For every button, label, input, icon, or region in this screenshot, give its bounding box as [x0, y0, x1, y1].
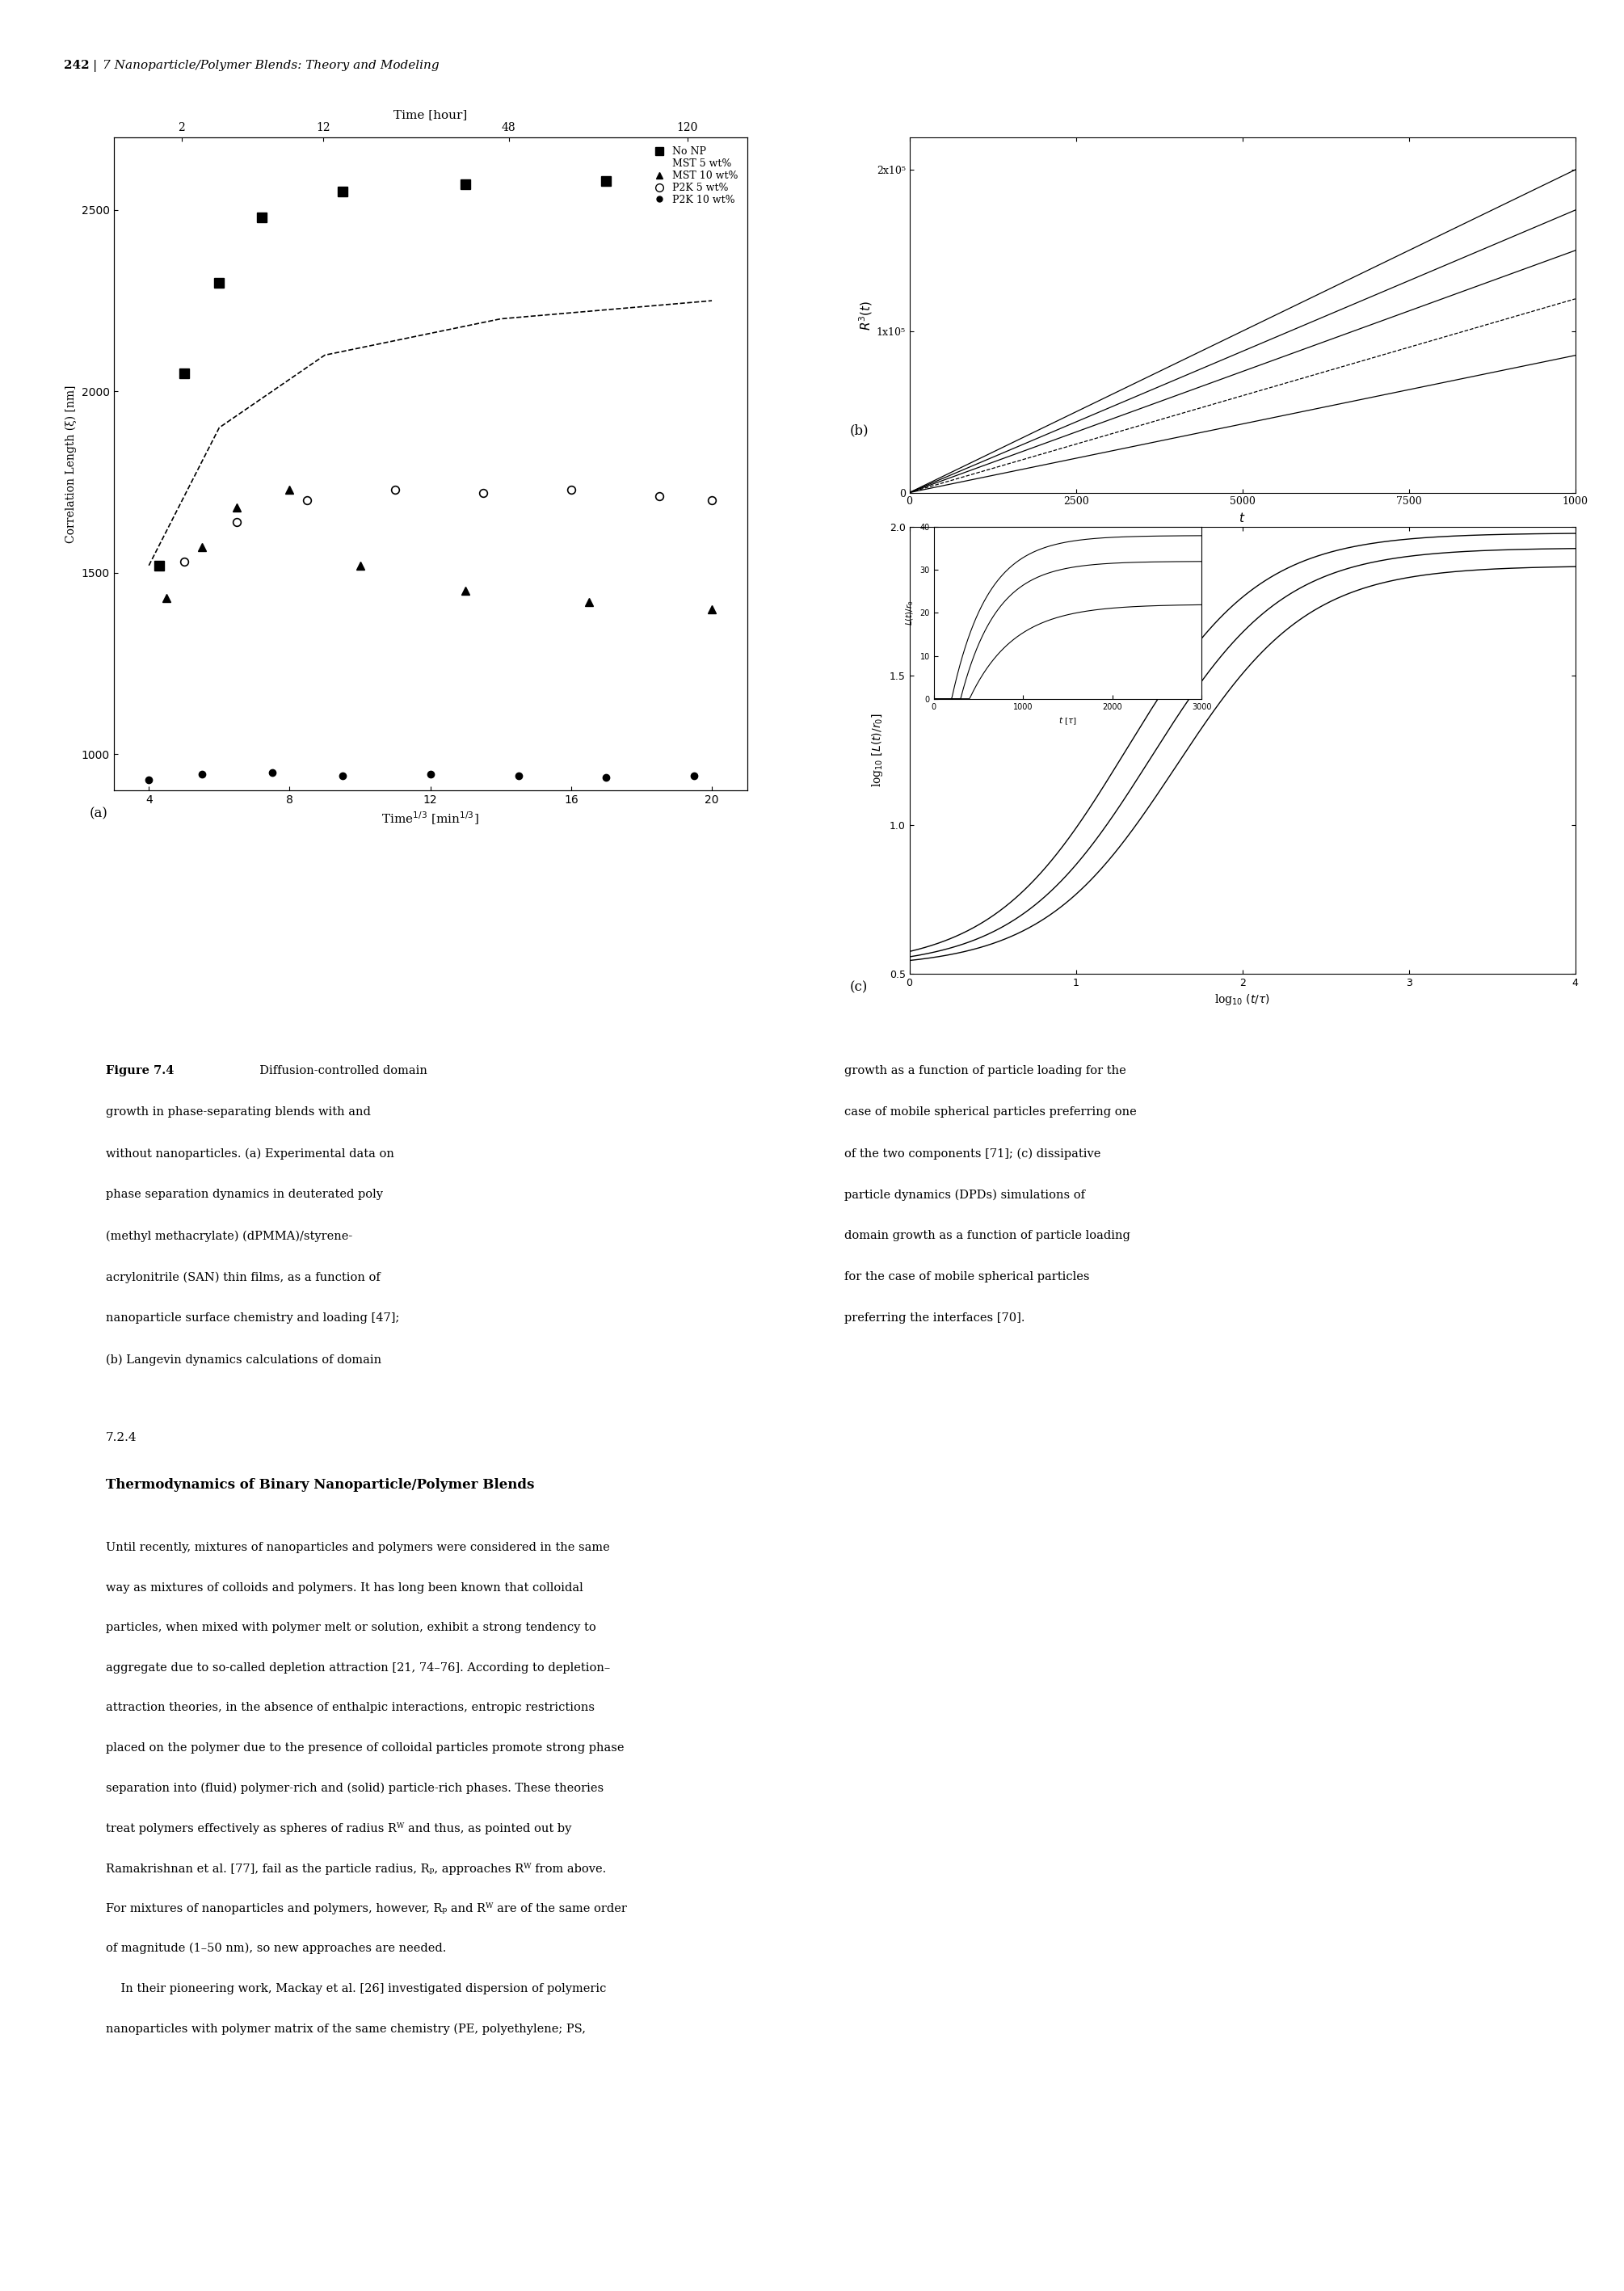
Text: nanoparticles with polymer matrix of the same chemistry (PE, polyethylene; PS,: nanoparticles with polymer matrix of the… [106, 2023, 586, 2034]
X-axis label: $t$: $t$ [1239, 511, 1246, 525]
Text: case of mobile spherical particles preferring one: case of mobile spherical particles prefe… [844, 1107, 1137, 1118]
Text: aggregate due to so-called depletion attraction [21, 74–76]. According to deplet: aggregate due to so-called depletion att… [106, 1661, 611, 1672]
Text: acrylonitrile (SAN) thin films, as a function of: acrylonitrile (SAN) thin films, as a fun… [106, 1272, 380, 1283]
Text: of magnitude (1–50 nm), so new approaches are needed.: of magnitude (1–50 nm), so new approache… [106, 1943, 447, 1954]
Text: In their pioneering work, Mackay et al. [26] investigated dispersion of polymeri: In their pioneering work, Mackay et al. … [106, 1982, 606, 1993]
Text: particles, when mixed with polymer melt or solution, exhibit a strong tendency t: particles, when mixed with polymer melt … [106, 1622, 596, 1633]
Text: particle dynamics (DPDs) simulations of: particle dynamics (DPDs) simulations of [844, 1189, 1085, 1200]
Text: placed on the polymer due to the presence of colloidal particles promote strong : placed on the polymer due to the presenc… [106, 1741, 624, 1753]
X-axis label: Time$^{1/3}$ [min$^{1/3}$]: Time$^{1/3}$ [min$^{1/3}$] [382, 811, 479, 827]
Text: growth as a function of particle loading for the: growth as a function of particle loading… [844, 1065, 1127, 1077]
Text: Diffusion-controlled domain: Diffusion-controlled domain [252, 1065, 427, 1077]
Text: (b): (b) [849, 424, 869, 438]
X-axis label: log$_{10}$ $(t/\tau)$: log$_{10}$ $(t/\tau)$ [1215, 992, 1270, 1008]
X-axis label: Time [hour]: Time [hour] [393, 110, 468, 119]
Text: separation into (fluid) polymer-rich and (solid) particle-rich phases. These the: separation into (fluid) polymer-rich and… [106, 1782, 604, 1794]
Y-axis label: Correlation Length (ξ) [nm]: Correlation Length (ξ) [nm] [65, 385, 76, 543]
Text: For mixtures of nanoparticles and polymers, however, Rₚ and Rᵂ are of the same o: For mixtures of nanoparticles and polyme… [106, 1902, 627, 1915]
Text: way as mixtures of colloids and polymers. It has long been known that colloidal: way as mixtures of colloids and polymers… [106, 1581, 583, 1592]
Y-axis label: log$_{10}$ $[L(t)/r_0]$: log$_{10}$ $[L(t)/r_0]$ [870, 713, 885, 788]
Text: of the two components [71]; (c) dissipative: of the two components [71]; (c) dissipat… [844, 1148, 1101, 1159]
Text: (a): (a) [89, 806, 107, 820]
Text: nanoparticle surface chemistry and loading [47];: nanoparticle surface chemistry and loadi… [106, 1313, 400, 1324]
Text: Figure 7.4: Figure 7.4 [106, 1065, 174, 1077]
Text: Ramakrishnan et al. [77], fail as the particle radius, Rₚ, approaches Rᵂ from ab: Ramakrishnan et al. [77], fail as the pa… [106, 1863, 606, 1874]
Text: 7.2.4: 7.2.4 [106, 1432, 136, 1443]
Y-axis label: $L(t)/r_0$: $L(t)/r_0$ [905, 600, 916, 625]
Legend: No NP, MST 5 wt%, MST 10 wt%, P2K 5 wt%, P2K 10 wt%: No NP, MST 5 wt%, MST 10 wt%, P2K 5 wt%,… [645, 142, 742, 208]
Text: (methyl methacrylate) (dPMMA)/styrene-: (methyl methacrylate) (dPMMA)/styrene- [106, 1230, 352, 1242]
Text: Until recently, mixtures of nanoparticles and polymers were considered in the sa: Until recently, mixtures of nanoparticle… [106, 1542, 609, 1553]
Text: Thermodynamics of Binary Nanoparticle/Polymer Blends: Thermodynamics of Binary Nanoparticle/Po… [106, 1478, 534, 1491]
Text: treat polymers effectively as spheres of radius Rᵂ and thus, as pointed out by: treat polymers effectively as spheres of… [106, 1824, 572, 1835]
Text: phase separation dynamics in deuterated poly: phase separation dynamics in deuterated … [106, 1189, 383, 1200]
Text: without nanoparticles. (a) Experimental data on: without nanoparticles. (a) Experimental … [106, 1148, 395, 1159]
Text: 7 Nanoparticle/Polymer Blends: Theory and Modeling: 7 Nanoparticle/Polymer Blends: Theory an… [102, 60, 438, 71]
Text: (b) Langevin dynamics calculations of domain: (b) Langevin dynamics calculations of do… [106, 1354, 382, 1365]
X-axis label: $t$ [$\tau$]: $t$ [$\tau$] [1059, 715, 1077, 726]
Text: (c): (c) [849, 981, 867, 994]
Y-axis label: $R^3(t)$: $R^3(t)$ [857, 300, 874, 330]
Text: |: | [93, 60, 97, 71]
Text: for the case of mobile spherical particles: for the case of mobile spherical particl… [844, 1272, 1090, 1283]
Text: domain growth as a function of particle loading: domain growth as a function of particle … [844, 1230, 1130, 1242]
Text: growth in phase-separating blends with and: growth in phase-separating blends with a… [106, 1107, 370, 1118]
Text: 242: 242 [63, 60, 89, 71]
Text: attraction theories, in the absence of enthalpic interactions, entropic restrict: attraction theories, in the absence of e… [106, 1702, 594, 1714]
Text: preferring the interfaces [70].: preferring the interfaces [70]. [844, 1313, 1025, 1324]
